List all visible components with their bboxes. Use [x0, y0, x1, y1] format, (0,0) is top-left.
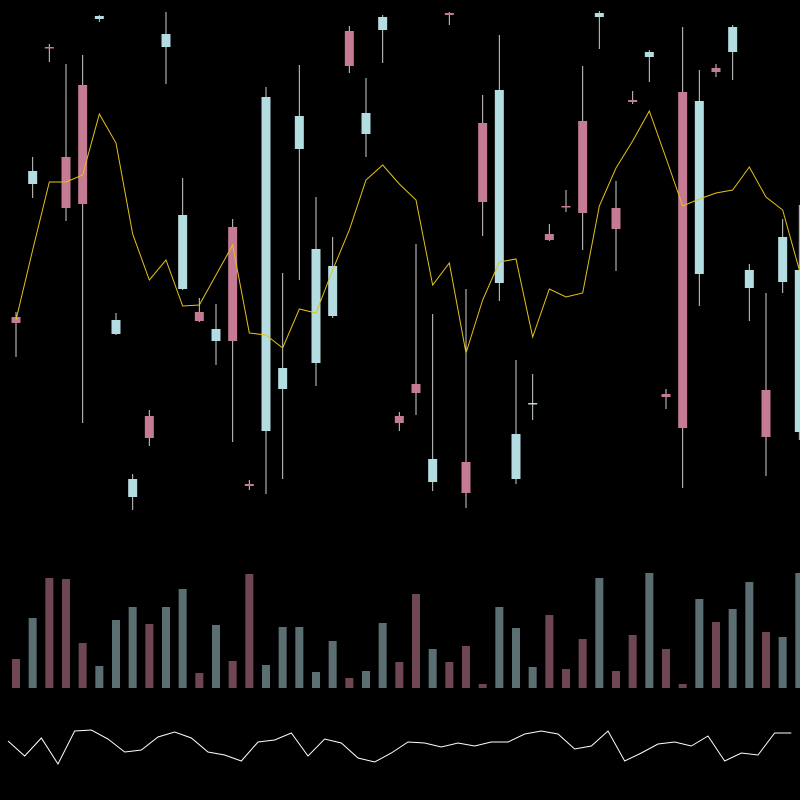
- volume-bar: [578, 639, 587, 688]
- volume-bar: [95, 666, 104, 688]
- candle-body: [678, 92, 688, 428]
- volume-bar: [745, 582, 754, 688]
- volume-bar: [778, 637, 787, 688]
- volume-bar: [562, 669, 570, 688]
- volume-bar: [62, 579, 70, 688]
- candle-body: [611, 208, 621, 229]
- candle-body: [78, 85, 88, 204]
- volume-bar: [362, 671, 370, 688]
- candle-body: [494, 90, 504, 283]
- volume-bar: [478, 684, 487, 688]
- candle-body: [528, 403, 538, 405]
- candle-body: [311, 249, 321, 363]
- volume-bar: [378, 623, 387, 688]
- candle-body: [511, 434, 521, 479]
- candle-body: [44, 47, 54, 49]
- candle-body: [594, 13, 604, 17]
- candle-body: [294, 116, 304, 149]
- volume-bar: [345, 678, 354, 688]
- volume-bar: [328, 641, 337, 688]
- candle-body: [761, 390, 771, 437]
- volume-bar: [428, 649, 437, 688]
- volume-bar: [512, 628, 520, 688]
- oscillator-line: [7, 729, 792, 766]
- volume-bar: [45, 578, 54, 688]
- volume-bar: [595, 578, 604, 688]
- candle-body: [28, 171, 38, 184]
- moving-average-line: [15, 109, 800, 354]
- volume-bar: [695, 599, 704, 688]
- volume-bar: [112, 620, 120, 688]
- volume-bar: [128, 607, 137, 688]
- volume-bar: [28, 618, 37, 688]
- volume-bar: [678, 684, 687, 688]
- candle-body: [744, 270, 754, 288]
- volume-bar: [728, 609, 737, 688]
- volume-bar: [12, 659, 20, 688]
- candle-body: [144, 416, 154, 438]
- volume-bar: [712, 622, 720, 688]
- volume-bar: [645, 573, 654, 688]
- candle-body: [711, 68, 721, 72]
- candle-body: [378, 17, 388, 30]
- volume-bar: [278, 627, 287, 688]
- volume-bar: [462, 646, 470, 688]
- volume-bar: [295, 627, 304, 688]
- candle-body: [794, 270, 800, 432]
- candle-body: [211, 329, 221, 341]
- candle-body: [278, 368, 288, 389]
- candle-body: [361, 113, 371, 134]
- candle-body: [328, 266, 338, 316]
- candle-body: [228, 227, 238, 341]
- candle-body: [128, 479, 138, 497]
- volume-bar: [628, 635, 637, 688]
- candle-body: [461, 462, 471, 493]
- candle-body: [694, 101, 704, 274]
- volume-bar: [545, 615, 554, 688]
- candle-body: [578, 121, 588, 213]
- candle-body: [428, 459, 438, 482]
- candle-body: [111, 320, 121, 334]
- candle-body: [411, 384, 421, 393]
- volume-bar: [495, 607, 504, 688]
- volume-bar: [228, 661, 237, 688]
- candle-body: [444, 13, 454, 15]
- candle-body: [178, 215, 188, 289]
- volume-bar: [395, 662, 404, 688]
- volume-bar: [795, 573, 800, 688]
- candle-body: [478, 123, 488, 202]
- volume-bar: [78, 643, 87, 688]
- candle-body: [161, 34, 171, 47]
- candle-body: [94, 16, 104, 19]
- volume-bar: [245, 574, 254, 688]
- candle-body: [561, 206, 571, 208]
- volume-bar: [145, 624, 154, 688]
- volume-bar: [412, 594, 420, 688]
- volume-bar: [762, 632, 770, 688]
- volume-bar: [195, 673, 204, 688]
- volume-bar: [612, 671, 620, 688]
- volume-bar: [178, 589, 187, 688]
- candle-body: [778, 237, 788, 282]
- candle-body: [194, 312, 204, 321]
- volume-bar: [528, 667, 537, 688]
- candle-body: [544, 234, 554, 240]
- volume-bar: [262, 665, 270, 688]
- volume-bar: [212, 625, 220, 688]
- candle-body: [261, 97, 271, 431]
- candle-body: [344, 31, 354, 66]
- volume-bar: [312, 672, 320, 688]
- candle-body: [644, 52, 654, 57]
- candle-body: [661, 394, 671, 397]
- candle-body: [244, 484, 254, 486]
- candle-body: [728, 27, 738, 52]
- volume-bar: [162, 607, 170, 688]
- candle-body: [628, 100, 638, 102]
- volume-bar: [445, 662, 454, 688]
- volume-bar: [662, 649, 670, 688]
- candle-body: [394, 416, 404, 423]
